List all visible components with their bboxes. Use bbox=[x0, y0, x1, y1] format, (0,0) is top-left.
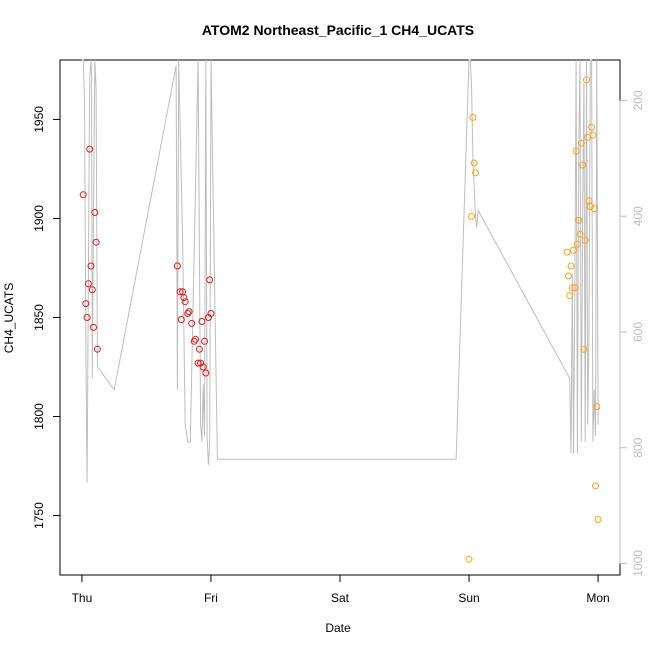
data-point bbox=[589, 131, 597, 139]
data-point bbox=[195, 345, 203, 353]
data-point bbox=[570, 246, 577, 254]
data-point bbox=[575, 216, 583, 224]
y-tick-label: 1900 bbox=[32, 205, 46, 232]
y-tick-label: 1750 bbox=[32, 502, 46, 529]
y2-tick-label: 600 bbox=[631, 322, 645, 342]
data-point bbox=[573, 240, 581, 248]
data-point bbox=[173, 262, 181, 270]
y2-tick-label: 800 bbox=[631, 437, 645, 457]
data-point bbox=[202, 369, 210, 377]
data-point bbox=[470, 159, 478, 167]
y-tick-label: 1950 bbox=[32, 106, 46, 133]
data-point bbox=[190, 337, 198, 345]
x-tick-label: Fri bbox=[204, 591, 218, 605]
data-point bbox=[563, 248, 571, 256]
data-point bbox=[181, 298, 189, 306]
data-point bbox=[571, 284, 579, 292]
data-point bbox=[206, 276, 214, 284]
data-point bbox=[588, 123, 596, 131]
data-point bbox=[593, 403, 601, 411]
data-point bbox=[82, 300, 90, 308]
data-point bbox=[188, 319, 196, 327]
x-axis-label: Date bbox=[325, 621, 351, 635]
data-point bbox=[86, 145, 94, 153]
data-point bbox=[90, 323, 97, 331]
data-point bbox=[472, 169, 479, 177]
data-point bbox=[79, 191, 87, 199]
x-tick-label: Sat bbox=[331, 591, 350, 605]
data-point bbox=[83, 314, 91, 321]
data-point bbox=[207, 310, 215, 317]
data-point bbox=[92, 238, 100, 246]
data-point bbox=[583, 76, 590, 84]
data-point bbox=[586, 203, 594, 211]
y2-tick-label: 400 bbox=[631, 206, 645, 226]
pressure-line bbox=[81, 59, 599, 483]
data-point bbox=[581, 236, 589, 244]
data-point bbox=[468, 213, 476, 220]
data-point bbox=[176, 288, 184, 296]
data-point bbox=[594, 516, 602, 523]
data-point bbox=[184, 310, 192, 317]
y2-tick-label: 1000 bbox=[631, 550, 645, 577]
y2-axis: 200 400 600 800 1000 bbox=[619, 90, 645, 577]
y-tick-label: 1800 bbox=[32, 403, 46, 430]
data-point bbox=[566, 292, 574, 300]
data-point bbox=[93, 345, 101, 353]
data-point bbox=[592, 482, 599, 490]
data-point bbox=[198, 318, 206, 325]
y2-tick-label: 200 bbox=[631, 90, 645, 110]
y-axis-label: CH4_UCATS bbox=[2, 283, 16, 353]
plot-area bbox=[59, 59, 621, 576]
data-point bbox=[568, 284, 576, 292]
data-point bbox=[201, 337, 208, 345]
data-point bbox=[465, 555, 473, 563]
x-tick-label: Sun bbox=[458, 591, 479, 605]
x-tick-label: Thu bbox=[72, 591, 93, 605]
series-2 bbox=[465, 76, 602, 563]
data-point bbox=[192, 335, 199, 343]
data-point bbox=[194, 359, 202, 367]
data-point bbox=[88, 286, 96, 294]
x-axis: Thu Fri Sat Sun Mon bbox=[72, 574, 610, 605]
data-point bbox=[177, 316, 185, 323]
data-point bbox=[91, 209, 99, 216]
data-point bbox=[572, 147, 580, 155]
data-point bbox=[577, 139, 585, 147]
x-tick-label: Mon bbox=[586, 591, 609, 605]
data-point bbox=[590, 205, 598, 213]
data-point bbox=[580, 345, 588, 353]
y-tick-label: 1850 bbox=[32, 304, 46, 331]
data-point bbox=[579, 161, 587, 169]
chart-title: ATOM2 Northeast_Pacific_1 CH4_UCATS bbox=[202, 22, 474, 38]
data-point bbox=[84, 280, 92, 288]
data-point bbox=[87, 262, 95, 270]
data-point bbox=[180, 294, 188, 302]
y-axis: 1750 1800 1850 1900 1950 bbox=[32, 106, 61, 529]
data-point bbox=[567, 262, 575, 270]
data-point bbox=[576, 230, 584, 238]
series-1 bbox=[79, 145, 215, 377]
data-point bbox=[469, 113, 477, 121]
data-point bbox=[564, 272, 572, 280]
series-points bbox=[79, 76, 602, 563]
data-point bbox=[185, 308, 193, 316]
data-point bbox=[199, 363, 207, 371]
